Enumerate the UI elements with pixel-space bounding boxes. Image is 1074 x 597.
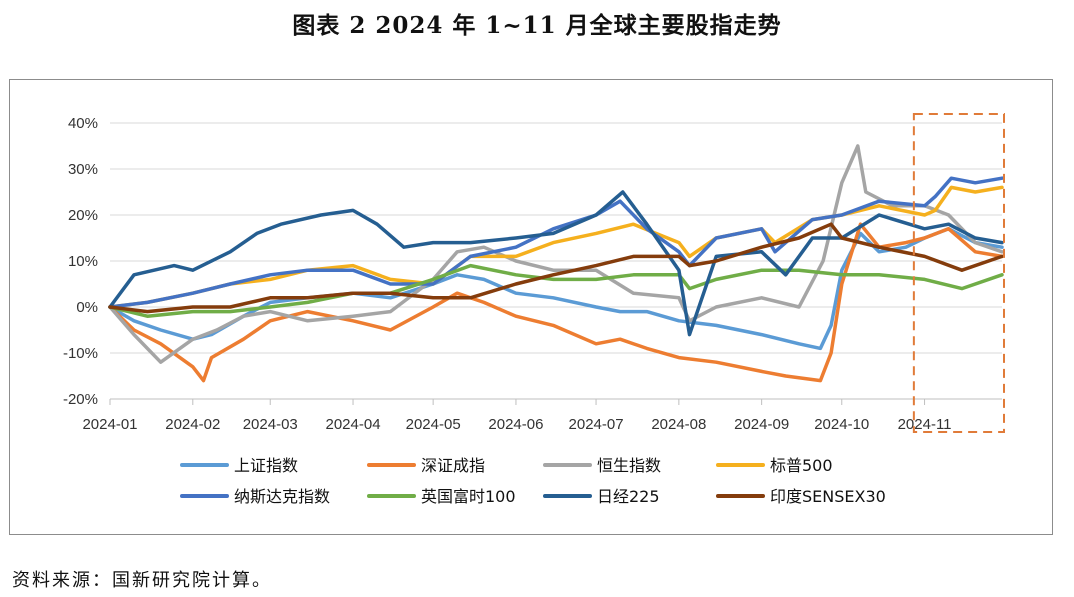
chart-title: 图表 2 2024 年 1~11 月全球主要股指走势 bbox=[292, 12, 782, 39]
legend: 上证指数 深证成指 恒生指数 标普500 纳斯达克指数 英国富时100 日经225 印度SEN… bbox=[180, 456, 886, 506]
y-tick-label: 20% bbox=[68, 207, 98, 224]
x-tick-label: 2024-09 bbox=[734, 416, 789, 433]
chart-frame bbox=[9, 79, 1053, 535]
y-axis-ticks: -20% -10% 0% 10% 20% 30% 40% bbox=[63, 115, 98, 408]
x-tick-label: 2024-05 bbox=[406, 416, 461, 433]
legend-label: 英国富时100 bbox=[421, 487, 516, 506]
y-tick-label: 0% bbox=[76, 299, 98, 316]
series-line bbox=[108, 263, 1004, 318]
highlight-box bbox=[912, 113, 1006, 433]
y-tick-label: 10% bbox=[68, 253, 98, 270]
legend-label: 印度SENSEX30 bbox=[770, 487, 886, 506]
y-tick-label: 30% bbox=[68, 161, 98, 178]
x-tick-label: 2024-08 bbox=[651, 416, 706, 433]
legend-label: 深证成指 bbox=[421, 456, 485, 475]
x-tick-label: 2024-03 bbox=[243, 416, 298, 433]
legend-label: 标普500 bbox=[770, 456, 833, 475]
x-tick-label: 2024-04 bbox=[325, 416, 380, 433]
series-line bbox=[108, 144, 1004, 364]
x-tick-label: 2024-01 bbox=[82, 416, 137, 433]
series-line bbox=[108, 185, 1004, 309]
series-line bbox=[108, 176, 1004, 309]
series-line bbox=[108, 222, 1004, 383]
legend-label: 恒生指数 bbox=[597, 456, 661, 475]
series-line bbox=[108, 227, 1004, 351]
x-tick-label: 2024-06 bbox=[488, 416, 543, 433]
x-tick-label: 2024-11 bbox=[898, 416, 952, 433]
legend-label: 纳斯达克指数 bbox=[234, 487, 330, 506]
source-note: 资料来源：国新研究院计算。 bbox=[12, 570, 272, 591]
gridlines bbox=[110, 122, 1002, 400]
series-line bbox=[108, 222, 1004, 314]
y-tick-label: 40% bbox=[68, 115, 98, 132]
x-tick-label: 2024-10 bbox=[814, 416, 869, 433]
series-line bbox=[108, 190, 1004, 337]
series-lines bbox=[108, 144, 1004, 383]
x-tick-label: 2024-02 bbox=[165, 416, 220, 433]
x-axis-ticks: 2024-01 2024-02 2024-03 2024-04 2024-05 2024-… bbox=[82, 399, 952, 433]
legend-label: 日经225 bbox=[597, 487, 660, 506]
y-tick-label: -10% bbox=[63, 345, 98, 362]
legend-label: 上证指数 bbox=[234, 456, 298, 475]
x-tick-label: 2024-07 bbox=[569, 416, 624, 433]
y-tick-label: -20% bbox=[63, 391, 98, 408]
